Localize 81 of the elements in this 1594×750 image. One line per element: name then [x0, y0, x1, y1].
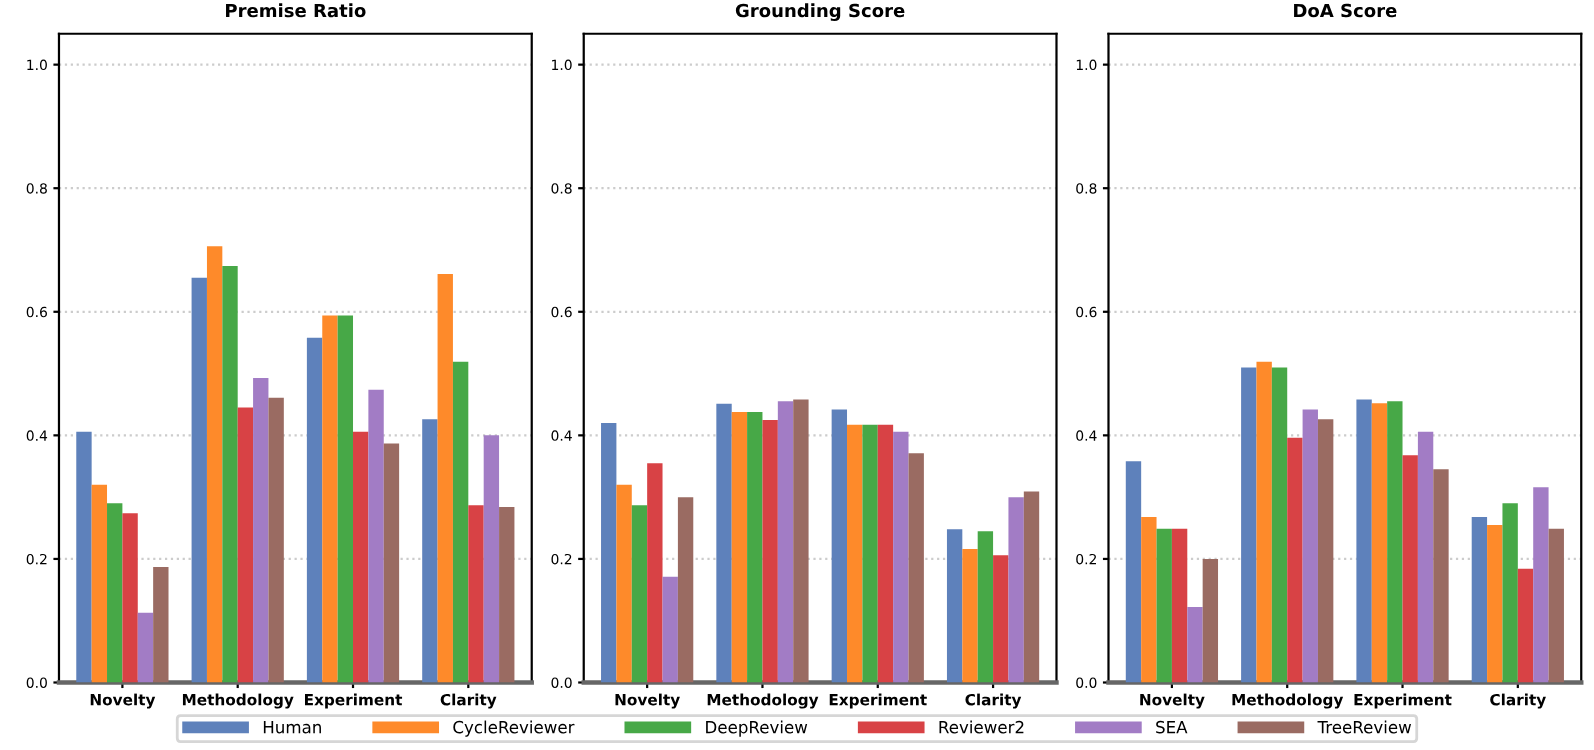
chart-title: Grounding Score [735, 3, 905, 21]
bar [647, 463, 663, 683]
bar [1202, 558, 1219, 683]
bar [137, 612, 154, 683]
bar [253, 377, 269, 683]
bar [1548, 528, 1564, 683]
bar [1402, 455, 1418, 683]
legend-label: TreeReview [1317, 720, 1412, 734]
bar [831, 409, 848, 683]
legend-label: CycleReviewer [453, 720, 575, 737]
bar [946, 529, 963, 683]
bar [237, 407, 254, 683]
bar [777, 401, 794, 683]
bar [677, 497, 694, 683]
bar [1023, 491, 1040, 683]
bar [91, 484, 108, 683]
bar [368, 389, 384, 683]
bar [1141, 516, 1157, 683]
bar [306, 337, 323, 683]
bar [383, 443, 400, 683]
bar [993, 555, 1009, 683]
bar [1241, 367, 1257, 683]
bar [716, 403, 732, 683]
bar [1356, 399, 1372, 683]
legend-label: DeepReview [706, 720, 808, 737]
bar [222, 266, 238, 683]
bar [616, 484, 632, 683]
bar [1256, 361, 1272, 683]
bar [1171, 528, 1188, 683]
bar [1502, 503, 1518, 683]
bar [1287, 437, 1303, 683]
bar [153, 566, 169, 683]
bar [1417, 431, 1434, 683]
bar [962, 549, 978, 683]
bar [337, 315, 354, 683]
bar [468, 505, 484, 683]
bar [206, 246, 223, 683]
chart-title: Premise Ratio [226, 3, 366, 18]
bar [1533, 487, 1549, 683]
bar [1271, 367, 1288, 683]
bar [1156, 528, 1172, 683]
bar [1387, 401, 1403, 683]
bar [452, 361, 469, 683]
bar [977, 531, 994, 683]
chart-title: DoA Score [1294, 3, 1397, 18]
bar [322, 315, 338, 683]
bar [847, 424, 863, 683]
legend-label: Human [263, 721, 321, 734]
bar [601, 423, 617, 683]
bar [631, 505, 648, 683]
bar [662, 576, 678, 683]
bar [1008, 497, 1024, 683]
bar [877, 424, 894, 683]
bar [191, 277, 207, 683]
bar [437, 274, 453, 683]
bar [1487, 524, 1503, 683]
bar [1317, 419, 1334, 683]
bar [1471, 516, 1488, 683]
bar [1433, 469, 1449, 683]
bar [908, 453, 924, 683]
bar [862, 424, 878, 683]
bar [762, 419, 778, 683]
bar [1371, 403, 1388, 683]
bar [731, 411, 748, 683]
bar [1302, 409, 1318, 683]
bar [76, 431, 92, 683]
bar [268, 397, 284, 683]
bar [483, 435, 500, 683]
bar [747, 411, 763, 683]
legend-label: SEA [1156, 720, 1188, 734]
bar [793, 399, 809, 683]
bar [1517, 568, 1534, 683]
bar [122, 513, 138, 683]
bar [353, 431, 369, 683]
bar [1125, 461, 1142, 683]
legend-label: Reviewer2 [939, 720, 1024, 734]
bar [107, 503, 123, 683]
bar [1187, 607, 1203, 683]
bar [499, 507, 515, 683]
bar [422, 419, 438, 683]
bar [893, 431, 909, 683]
